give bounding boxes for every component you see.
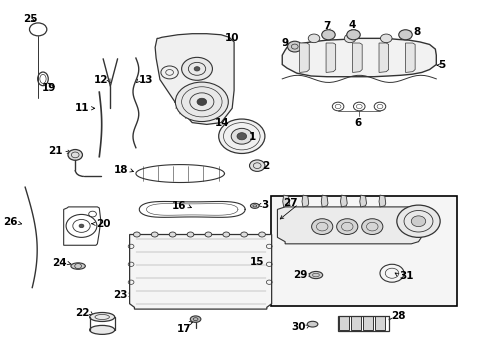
Circle shape bbox=[344, 34, 355, 42]
Ellipse shape bbox=[190, 316, 201, 322]
Polygon shape bbox=[299, 43, 308, 72]
Bar bbox=[270, 196, 457, 306]
Circle shape bbox=[223, 232, 229, 237]
Circle shape bbox=[181, 57, 212, 80]
Polygon shape bbox=[302, 195, 308, 207]
Text: 16: 16 bbox=[171, 201, 185, 211]
Circle shape bbox=[249, 160, 264, 171]
Polygon shape bbox=[340, 195, 346, 207]
Circle shape bbox=[197, 98, 206, 105]
Polygon shape bbox=[277, 207, 421, 244]
Text: 22: 22 bbox=[75, 308, 89, 318]
Text: 25: 25 bbox=[22, 14, 37, 24]
Ellipse shape bbox=[89, 312, 115, 321]
Text: 17: 17 bbox=[176, 324, 191, 334]
Text: 4: 4 bbox=[348, 20, 355, 30]
Circle shape bbox=[307, 34, 319, 42]
Ellipse shape bbox=[308, 271, 322, 279]
Text: 11: 11 bbox=[75, 103, 89, 113]
Circle shape bbox=[336, 219, 357, 234]
Ellipse shape bbox=[89, 325, 115, 334]
Text: 27: 27 bbox=[283, 198, 298, 208]
Circle shape bbox=[175, 82, 228, 122]
Circle shape bbox=[68, 149, 82, 160]
Text: 10: 10 bbox=[224, 33, 239, 43]
Circle shape bbox=[169, 232, 176, 237]
Bar bbox=[374, 316, 384, 330]
Text: 23: 23 bbox=[113, 291, 127, 301]
Ellipse shape bbox=[250, 203, 259, 208]
Circle shape bbox=[151, 232, 158, 237]
Circle shape bbox=[133, 232, 140, 237]
Ellipse shape bbox=[71, 263, 85, 269]
Text: 15: 15 bbox=[249, 257, 264, 267]
Circle shape bbox=[321, 30, 334, 40]
Bar bbox=[363, 316, 372, 330]
Ellipse shape bbox=[132, 291, 143, 298]
Text: 12: 12 bbox=[93, 75, 108, 85]
Circle shape bbox=[287, 41, 302, 52]
Circle shape bbox=[194, 67, 200, 71]
Text: 8: 8 bbox=[413, 27, 420, 37]
Circle shape bbox=[396, 205, 439, 237]
Polygon shape bbox=[129, 234, 271, 309]
Circle shape bbox=[361, 219, 382, 234]
Circle shape bbox=[240, 232, 247, 237]
Bar bbox=[350, 316, 360, 330]
Text: 20: 20 bbox=[96, 219, 110, 229]
Polygon shape bbox=[378, 195, 385, 207]
Text: 2: 2 bbox=[262, 161, 269, 171]
Ellipse shape bbox=[306, 321, 317, 327]
Polygon shape bbox=[321, 195, 327, 207]
Text: 9: 9 bbox=[281, 38, 288, 48]
Text: 5: 5 bbox=[437, 60, 445, 70]
Circle shape bbox=[187, 232, 193, 237]
Bar bbox=[337, 316, 388, 330]
Circle shape bbox=[231, 129, 252, 144]
Text: 30: 30 bbox=[290, 322, 305, 332]
Text: 19: 19 bbox=[42, 83, 56, 93]
Text: 29: 29 bbox=[293, 270, 307, 280]
Text: 26: 26 bbox=[3, 217, 18, 227]
Text: 3: 3 bbox=[261, 200, 268, 210]
Text: 28: 28 bbox=[390, 311, 405, 320]
Text: 31: 31 bbox=[398, 271, 413, 281]
Polygon shape bbox=[282, 195, 289, 207]
Text: 7: 7 bbox=[323, 21, 330, 31]
Circle shape bbox=[398, 30, 411, 40]
Circle shape bbox=[204, 232, 211, 237]
Text: 21: 21 bbox=[48, 145, 62, 156]
Circle shape bbox=[410, 216, 425, 226]
Text: 24: 24 bbox=[52, 258, 67, 268]
Circle shape bbox=[237, 133, 246, 140]
Circle shape bbox=[79, 224, 84, 228]
Circle shape bbox=[311, 219, 332, 234]
Text: 13: 13 bbox=[139, 75, 153, 85]
Circle shape bbox=[346, 30, 360, 40]
Circle shape bbox=[258, 232, 265, 237]
Polygon shape bbox=[325, 43, 335, 72]
Polygon shape bbox=[359, 195, 366, 207]
Text: 6: 6 bbox=[354, 118, 361, 128]
Polygon shape bbox=[405, 43, 414, 72]
Text: 1: 1 bbox=[248, 132, 255, 142]
Circle shape bbox=[380, 34, 391, 42]
Polygon shape bbox=[378, 43, 388, 72]
Text: 14: 14 bbox=[214, 118, 229, 128]
Text: 18: 18 bbox=[113, 165, 128, 175]
Polygon shape bbox=[155, 34, 234, 125]
Polygon shape bbox=[282, 39, 435, 77]
Polygon shape bbox=[352, 43, 362, 72]
Circle shape bbox=[218, 119, 264, 153]
Bar bbox=[338, 316, 348, 330]
